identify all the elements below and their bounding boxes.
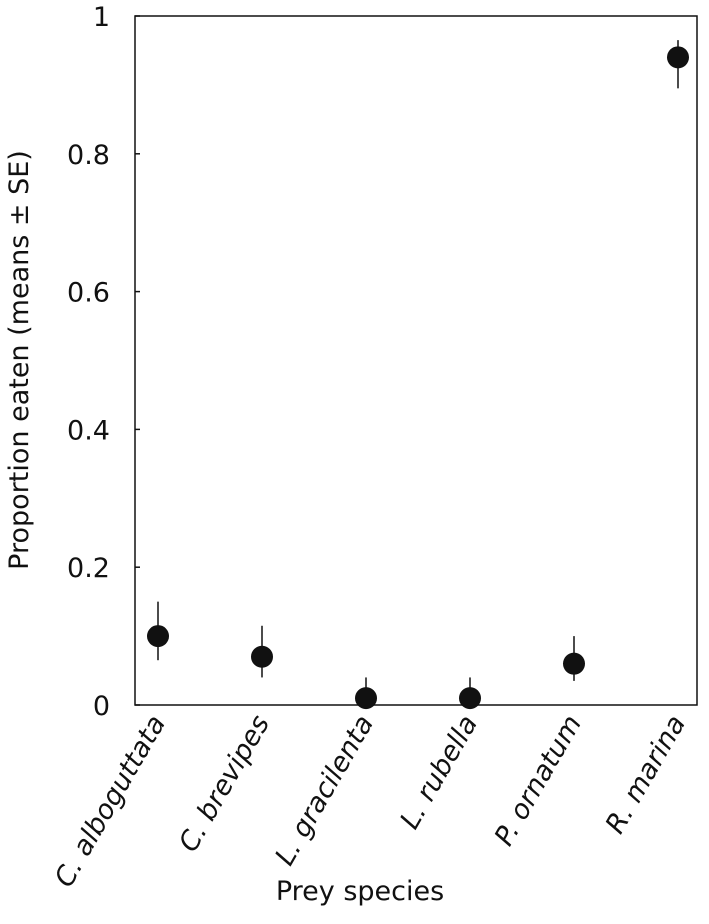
y-tick-label: 0.8 xyxy=(67,140,110,171)
x-tick-label: P. ornatum xyxy=(489,710,588,851)
point xyxy=(563,652,585,675)
y-tick-label: 1 xyxy=(93,2,110,33)
point xyxy=(147,625,169,648)
y-axis-title: Proportion eaten (means ± SE) xyxy=(4,150,35,570)
point xyxy=(251,645,273,668)
y-tick-label: 0 xyxy=(93,691,110,722)
y-tick-label: 0.6 xyxy=(67,278,110,309)
x-tick-label: R. marina xyxy=(600,710,692,839)
point xyxy=(667,46,689,69)
x-tick-label: L. gracilenta xyxy=(269,710,380,871)
x-tick-label: C. brevipes xyxy=(173,710,276,857)
x-tick-label: C. alboguttata xyxy=(49,710,172,892)
x-tick-label: L. rubella xyxy=(394,710,484,834)
y-tick-label: 0.4 xyxy=(67,415,110,446)
y-tick-label: 0.2 xyxy=(67,553,110,584)
x-axis-title: Prey species xyxy=(276,876,444,907)
plot-frame xyxy=(134,15,698,706)
point xyxy=(459,687,481,710)
point xyxy=(355,687,377,710)
